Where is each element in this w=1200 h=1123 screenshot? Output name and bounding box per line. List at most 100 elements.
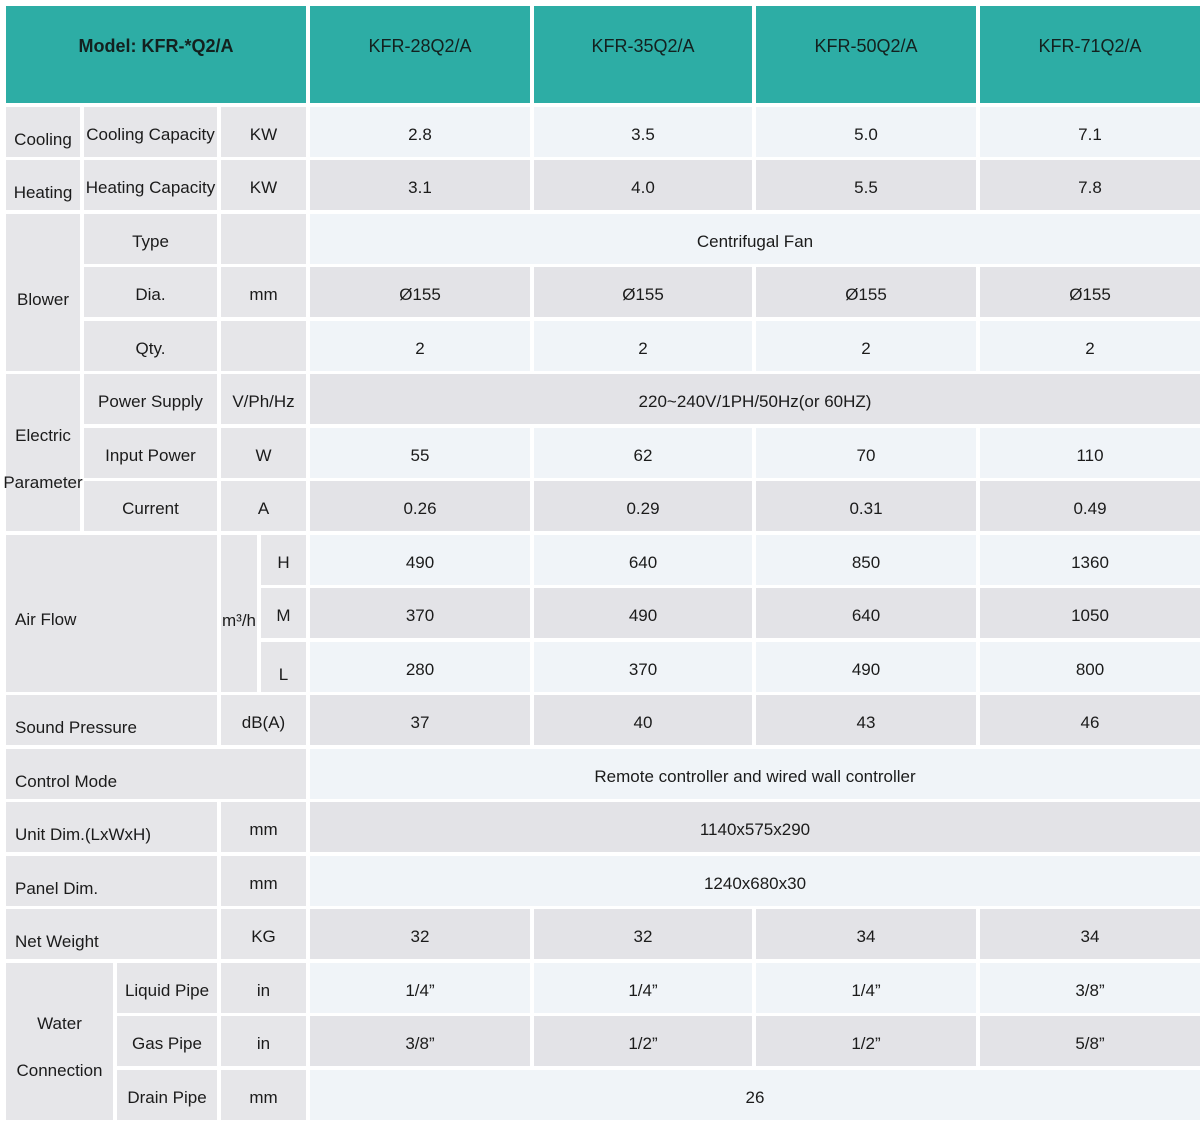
water-group-line1: Water — [37, 1014, 82, 1033]
unit-dim-merged-value: 1140x575x290 — [310, 802, 1200, 852]
gas-pipe-value-1: 1/2” — [534, 1016, 752, 1066]
control-mode-merged-value: Remote controller and wired wall control… — [310, 748, 1200, 799]
current-value-1: 0.29 — [534, 481, 752, 531]
blower-type-merged-value: Centrifugal Fan — [310, 213, 1200, 264]
current-label: Current — [84, 481, 217, 531]
unit-dim-label: Unit Dim.(LxWxH) — [6, 802, 217, 852]
airflow-level-h: H — [261, 534, 306, 585]
cooling-unit: KW — [221, 106, 306, 157]
blower-dia-unit: mm — [221, 267, 306, 317]
airflow-l-value-2: 490 — [756, 641, 976, 692]
airflow-unit: m³/h — [221, 534, 257, 692]
input-power-unit: W — [221, 427, 306, 478]
header-col-kfr-35: KFR-35Q2/A — [534, 6, 752, 103]
drain-pipe-label: Drain Pipe — [117, 1069, 217, 1120]
net-weight-value-0: 32 — [310, 909, 530, 959]
airflow-h-value-0: 490 — [310, 534, 530, 585]
blower-dia-value-1: Ø155 — [534, 267, 752, 317]
blower-qty-value-1: 2 — [534, 320, 752, 371]
drain-pipe-unit: mm — [221, 1069, 306, 1120]
net-weight-unit: KG — [221, 909, 306, 959]
net-weight-label: Net Weight — [6, 909, 217, 959]
sound-pressure-label: Sound Pressure — [6, 695, 217, 745]
net-weight-value-1: 32 — [534, 909, 752, 959]
liquid-pipe-value-1: 1/4” — [534, 962, 752, 1013]
airflow-l-value-0: 280 — [310, 641, 530, 692]
liquid-pipe-value-0: 1/4” — [310, 962, 530, 1013]
cooling-capacity-label: Cooling Capacity — [84, 106, 217, 157]
liquid-pipe-value-2: 1/4” — [756, 962, 976, 1013]
sound-value-0: 37 — [310, 695, 530, 745]
input-power-value-3: 110 — [980, 427, 1200, 478]
liquid-pipe-label: Liquid Pipe — [117, 962, 217, 1013]
heating-value-1: 4.0 — [534, 160, 752, 210]
airflow-m-value-0: 370 — [310, 588, 530, 638]
panel-dim-merged-value: 1240x680x30 — [310, 855, 1200, 906]
airflow-h-value-2: 850 — [756, 534, 976, 585]
panel-dim-unit: mm — [221, 855, 306, 906]
net-weight-value-2: 34 — [756, 909, 976, 959]
electric-group-line2: Parameter — [3, 472, 83, 492]
power-supply-merged-value: 220~240V/1PH/50Hz(or 60HZ) — [310, 374, 1200, 424]
heating-group-label: Heating — [6, 160, 80, 210]
gas-pipe-label: Gas Pipe — [117, 1016, 217, 1066]
blower-qty-label: Qty. — [84, 320, 217, 371]
sound-value-1: 40 — [534, 695, 752, 745]
liquid-pipe-value-3: 3/8” — [980, 962, 1200, 1013]
current-value-3: 0.49 — [980, 481, 1200, 531]
current-value-2: 0.31 — [756, 481, 976, 531]
gas-pipe-value-0: 3/8” — [310, 1016, 530, 1066]
airflow-m-value-1: 490 — [534, 588, 752, 638]
airflow-l-value-1: 370 — [534, 641, 752, 692]
header-model-cell: Model: KFR-*Q2/A — [6, 6, 306, 103]
heating-unit: KW — [221, 160, 306, 210]
unit-dim-unit: mm — [221, 802, 306, 852]
blower-qty-unit — [221, 320, 306, 371]
blower-dia-value-0: Ø155 — [310, 267, 530, 317]
gas-pipe-unit: in — [221, 1016, 306, 1066]
airflow-h-value-3: 1360 — [980, 534, 1200, 585]
cooling-value-3: 7.1 — [980, 106, 1200, 157]
heating-capacity-label: Heating Capacity — [84, 160, 217, 210]
cooling-group-label: Cooling — [6, 106, 80, 157]
airflow-m-value-3: 1050 — [980, 588, 1200, 638]
airflow-level-l: L — [261, 641, 306, 692]
input-power-value-0: 55 — [310, 427, 530, 478]
panel-dim-label: Panel Dim. — [6, 855, 217, 906]
input-power-value-1: 62 — [534, 427, 752, 478]
airflow-m-value-2: 640 — [756, 588, 976, 638]
heating-value-3: 7.8 — [980, 160, 1200, 210]
blower-group-label: Blower — [6, 213, 80, 371]
airflow-level-m: M — [261, 588, 306, 638]
water-group-line2: Connection — [16, 1061, 103, 1080]
current-value-0: 0.26 — [310, 481, 530, 531]
input-power-value-2: 70 — [756, 427, 976, 478]
heating-value-0: 3.1 — [310, 160, 530, 210]
control-mode-label: Control Mode — [6, 748, 306, 799]
power-supply-label: Power Supply — [84, 374, 217, 424]
airflow-group-label: Air Flow — [6, 534, 217, 692]
blower-type-label: Type — [84, 213, 217, 264]
gas-pipe-value-2: 1/2” — [756, 1016, 976, 1066]
heating-value-2: 5.5 — [756, 160, 976, 210]
electric-group-line1: Electric — [15, 425, 71, 445]
power-supply-unit: V/Ph/Hz — [221, 374, 306, 424]
input-power-label: Input Power — [84, 427, 217, 478]
liquid-pipe-unit: in — [221, 962, 306, 1013]
header-col-kfr-50: KFR-50Q2/A — [756, 6, 976, 103]
current-unit: A — [221, 481, 306, 531]
sound-pressure-unit: dB(A) — [221, 695, 306, 745]
electric-parameter-group-label: Electric Parameter — [3, 374, 83, 531]
airflow-h-value-1: 640 — [534, 534, 752, 585]
airflow-l-value-3: 800 — [980, 641, 1200, 692]
water-connection-group-label: Water Connection — [6, 962, 113, 1120]
cooling-value-0: 2.8 — [310, 106, 530, 157]
header-col-kfr-71: KFR-71Q2/A — [980, 6, 1200, 103]
header-col-kfr-28: KFR-28Q2/A — [310, 6, 530, 103]
gas-pipe-value-3: 5/8” — [980, 1016, 1200, 1066]
blower-dia-value-2: Ø155 — [756, 267, 976, 317]
blower-qty-value-2: 2 — [756, 320, 976, 371]
cooling-value-2: 5.0 — [756, 106, 976, 157]
cooling-value-1: 3.5 — [534, 106, 752, 157]
